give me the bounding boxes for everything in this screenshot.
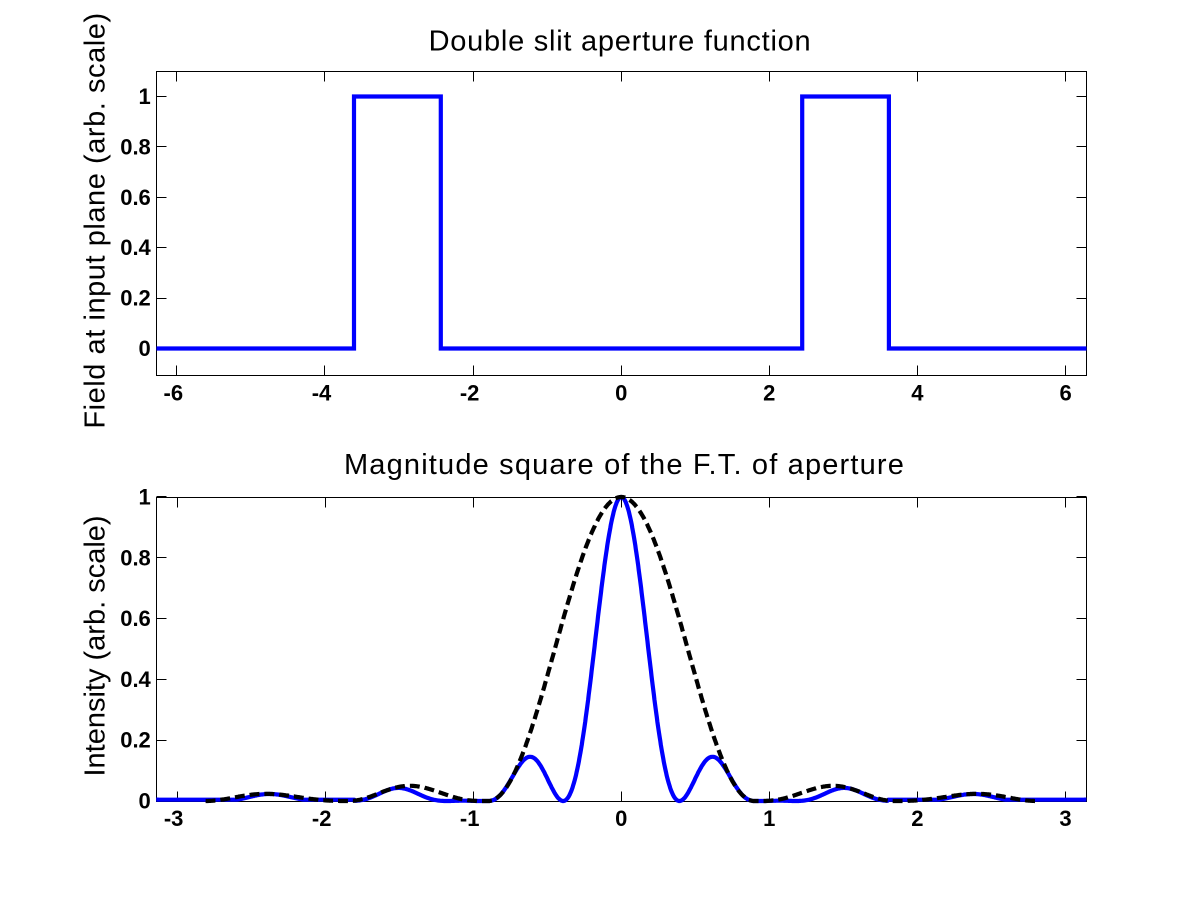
svg-text:6: 6: [1059, 381, 1071, 406]
svg-text:0: 0: [615, 381, 627, 406]
svg-text:Field at input plane (arb. sca: Field at input plane (arb. scale): [79, 12, 111, 428]
svg-text:0.8: 0.8: [120, 134, 151, 159]
svg-text:0.8: 0.8: [120, 545, 151, 570]
svg-text:-2: -2: [460, 381, 480, 406]
svg-text:Intensity (arb. scale): Intensity (arb. scale): [79, 515, 111, 776]
svg-text:0.4: 0.4: [120, 667, 151, 692]
svg-text:-6: -6: [164, 381, 184, 406]
svg-text:0: 0: [615, 806, 627, 831]
svg-text:0: 0: [139, 789, 151, 814]
svg-text:2: 2: [911, 806, 923, 831]
svg-text:3: 3: [1059, 806, 1071, 831]
svg-text:2: 2: [763, 381, 775, 406]
svg-text:-1: -1: [460, 806, 480, 831]
svg-text:-3: -3: [164, 806, 184, 831]
svg-text:1: 1: [139, 84, 151, 109]
svg-text:1: 1: [139, 485, 151, 510]
svg-text:0.6: 0.6: [120, 606, 151, 631]
svg-text:0.4: 0.4: [120, 235, 151, 260]
svg-text:1: 1: [763, 806, 775, 831]
svg-text:0: 0: [139, 336, 151, 361]
svg-text:Double slit aperture function: Double slit aperture function: [429, 26, 812, 58]
svg-text:0.6: 0.6: [120, 185, 151, 210]
svg-text:4: 4: [911, 381, 924, 406]
svg-text:-2: -2: [312, 806, 332, 831]
svg-text:0.2: 0.2: [120, 728, 151, 753]
svg-text:-4: -4: [312, 381, 332, 406]
svg-text:Magnitude square of the F.T. o: Magnitude square of the F.T. of aperture: [344, 449, 905, 481]
svg-text:0.2: 0.2: [120, 286, 151, 311]
